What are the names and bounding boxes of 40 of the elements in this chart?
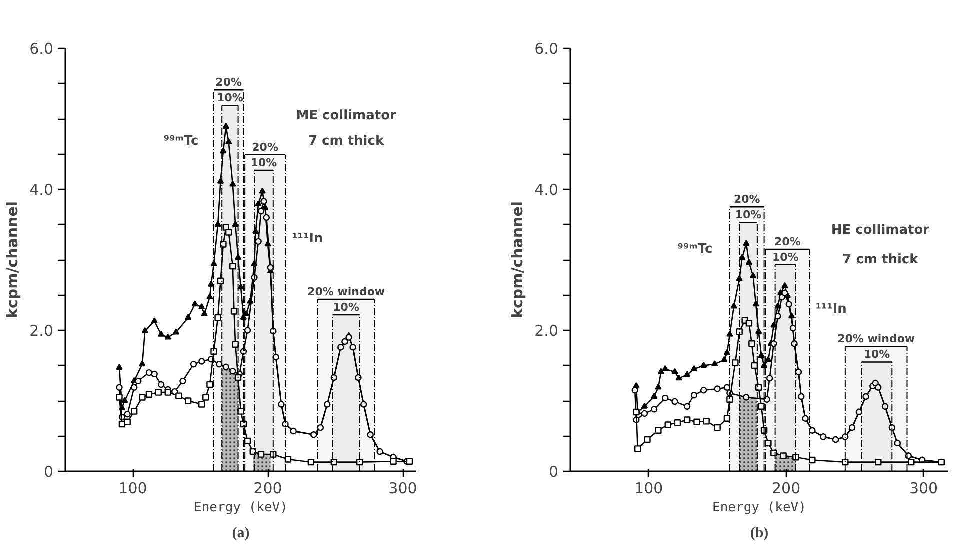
y-tick-label: 6.0 — [30, 40, 54, 58]
annotation: ¹¹¹In — [816, 302, 847, 317]
x-tick-label: 100 — [118, 480, 148, 498]
x-tick-label: 200 — [772, 480, 801, 498]
x-tick-label: 300 — [388, 480, 418, 498]
band-label: 20% window — [838, 332, 916, 346]
annotation: ¹¹¹In — [292, 231, 324, 246]
y-tick-label: 2.0 — [534, 322, 559, 340]
y-tick-label: 0 — [44, 463, 54, 481]
x-tick-label: 200 — [254, 480, 282, 498]
x-tick-label: 100 — [634, 480, 664, 498]
text: (a) — [232, 526, 250, 542]
band-label: 20% — [774, 235, 801, 248]
band-label: 20% window — [308, 285, 386, 298]
band-label: 20% — [734, 193, 760, 206]
band-label: 10% — [772, 250, 799, 264]
band-label: 10% — [735, 208, 762, 222]
annotation: 7 cm thick — [842, 252, 919, 268]
band-label: 20% — [252, 140, 278, 154]
annotation: ⁹⁹ᵐTc — [164, 134, 199, 150]
annotation: HE collimator — [831, 222, 930, 238]
x-axis-title: Energy (keV) — [712, 500, 806, 516]
band-label: 10% — [250, 156, 278, 170]
y-axis-title: kcpm/channel — [4, 201, 22, 319]
x-axis-title: Energy (keV) — [194, 500, 288, 516]
y-tick-label: 2.0 — [30, 322, 54, 340]
band-label: 10% — [217, 92, 244, 105]
band-label: 10% — [864, 348, 890, 362]
x-tick-label: 300 — [909, 480, 938, 498]
y-tick-label: 0 — [548, 463, 559, 481]
text: (b) — [750, 526, 769, 542]
y-axis-title: kcpm/channel — [508, 201, 527, 319]
annotation: ⁹⁹ᵐTc — [678, 242, 713, 257]
annotation: ME collimator — [296, 108, 397, 124]
y-tick-label: 6.0 — [534, 40, 559, 58]
y-tick-label: 4.0 — [30, 181, 54, 199]
band-label: 20% — [216, 76, 242, 90]
annotation: 7 cm thick — [308, 134, 384, 150]
y-tick-label: 4.0 — [534, 181, 559, 199]
band-label: 10% — [333, 300, 360, 314]
